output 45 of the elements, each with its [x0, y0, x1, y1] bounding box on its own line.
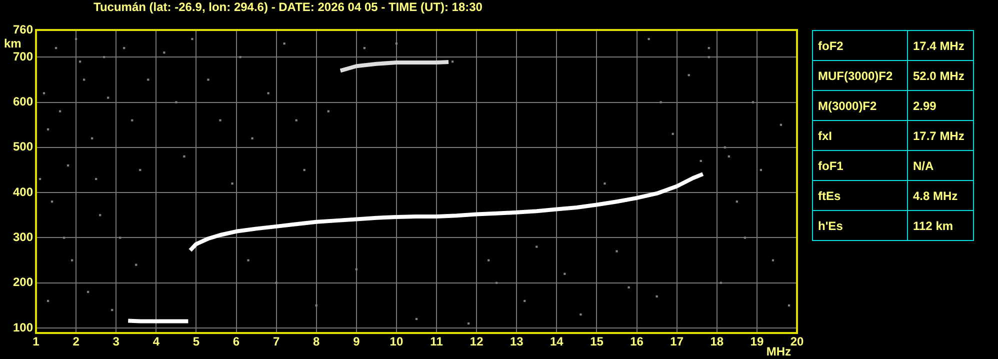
x-axis-title: MHz [766, 344, 791, 358]
x-tick-label: 4 [152, 334, 160, 349]
x-tick-label: 12 [470, 334, 484, 349]
y-tick-label: 760 [12, 22, 34, 36]
x-tick-label: 13 [510, 334, 524, 349]
x-tick-label: 6 [232, 334, 240, 349]
x-tick-label: 2 [72, 334, 80, 349]
y-tick-label: 600 [12, 94, 34, 109]
text: M(3000)F2 [812, 90, 908, 120]
x-tick-label: 20 [790, 334, 804, 349]
text: N/A [908, 150, 974, 180]
x-tick-label: 3 [112, 334, 120, 349]
y-tick-label: 300 [12, 230, 34, 244]
y-tick-label: 400 [12, 184, 34, 199]
text: 17.7 MHz [908, 120, 974, 150]
text: MUF(3000)F2 [812, 60, 908, 90]
x-tick-label: 8 [313, 334, 320, 349]
x-tick-label: 10 [390, 334, 404, 349]
y-tick-label: 100 [12, 320, 34, 334]
text: ftEs [812, 180, 908, 210]
y-tick-label: 500 [12, 140, 34, 154]
y-axis-title: km [4, 36, 22, 50]
x-tick-label: 14 [550, 334, 564, 349]
x-tick-label: 5 [192, 334, 200, 349]
text: 17.4 MHz [908, 30, 974, 60]
x-tick-label: 16 [630, 334, 644, 349]
y-tick-label: 200 [12, 275, 34, 290]
x-tick-label: 1 [32, 334, 40, 349]
x-tick-label: 17 [670, 334, 684, 349]
text: foF2 [812, 30, 908, 60]
text: 52.0 MHz [908, 60, 974, 90]
chart-title: Tucumán (lat: -26.9, lon: 294.6) - DATE: 2026 04 05 - TIME (UT): 18:30 [92, 0, 484, 14]
text: h'Es [812, 210, 908, 240]
x-tick-label: 18 [710, 334, 724, 349]
text: foF1 [812, 150, 908, 180]
x-tick-label: 9 [353, 334, 360, 349]
text: 2.99 [908, 90, 974, 120]
y-tick-label: 700 [12, 49, 34, 64]
text: fxI [812, 120, 908, 150]
x-tick-label: 15 [590, 334, 604, 349]
text: 4.8 MHz [908, 180, 974, 210]
x-tick-label: 7 [272, 334, 280, 349]
x-tick-label: 11 [430, 334, 444, 349]
text: 112 km [908, 210, 974, 240]
x-tick-label: 19 [750, 334, 764, 349]
